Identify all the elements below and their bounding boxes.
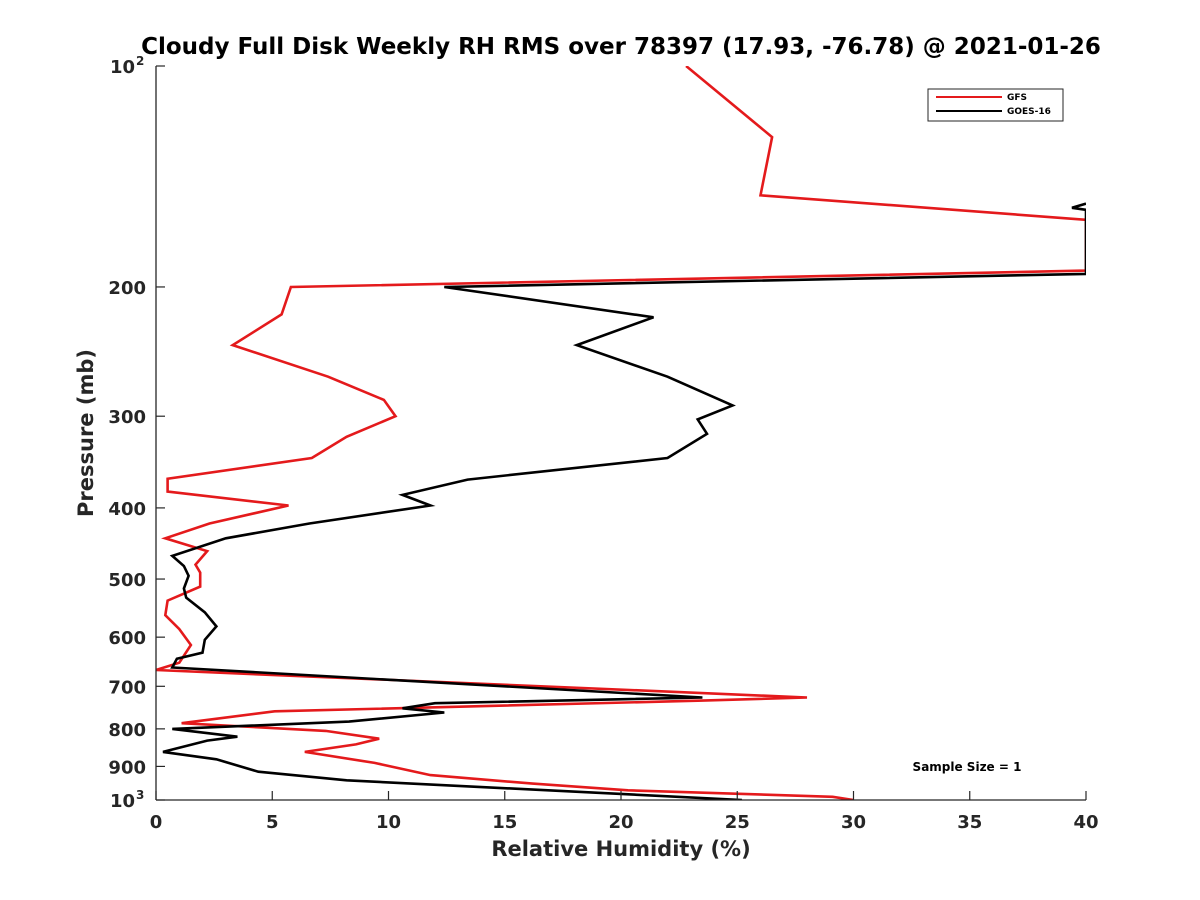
y-tick-label: 10 (110, 57, 135, 78)
y-tick-label: 300 (108, 407, 146, 428)
x-tick-label: 30 (841, 812, 866, 833)
y-tick-label-base: 700 (108, 677, 146, 698)
y-tick-label: 900 (108, 757, 146, 778)
y-tick-label-exponent: 3 (136, 788, 144, 802)
y-tick-label-base: 10 (110, 791, 135, 812)
y-tick-label-base: 10 (110, 57, 135, 78)
y-tick-label: 500 (108, 570, 146, 591)
x-tick-label: 20 (608, 812, 633, 833)
y-tick-label: 600 (108, 628, 146, 649)
y-axis-label: Pressure (mb) (74, 349, 98, 517)
x-tick-label: 25 (725, 812, 750, 833)
x-ticks: 0 5 10 15 20 25 30 35 40 (150, 791, 1099, 833)
chart-title: Cloudy Full Disk Weekly RH RMS over 7839… (141, 34, 1101, 60)
series-layer (156, 66, 1086, 800)
legend-box (927, 88, 1064, 122)
series-line-gfs (156, 66, 1086, 800)
y-tick-label: 10 (110, 791, 135, 812)
series-line-goes16 (162, 202, 1086, 800)
plot-area: 0 5 10 15 20 25 30 35 40 10 220030040050060070080… (108, 54, 1098, 833)
y-tick-label-base: 200 (108, 278, 146, 299)
y-tick-label-base: 300 (108, 407, 146, 428)
y-tick-label-base: 600 (108, 628, 146, 649)
y-tick-label-exponent: 2 (136, 54, 144, 68)
y-tick-label: 200 (108, 278, 146, 299)
x-tick-label: 15 (492, 812, 517, 833)
y-tick-label-base: 400 (108, 499, 146, 520)
x-tick-label: 10 (376, 812, 401, 833)
x-tick-label: 35 (957, 812, 982, 833)
x-tick-label: 40 (1073, 812, 1098, 833)
x-tick-label: 0 (150, 812, 163, 833)
legend-label-gfs: GFS (1007, 93, 1027, 103)
y-tick-label: 700 (108, 677, 146, 698)
x-axis-label: Relative Humidity (%) (491, 837, 750, 861)
y-tick-label-base: 900 (108, 757, 146, 778)
y-tick-label-base: 800 (108, 720, 146, 741)
legend-label-goes16: GOES-16 (1007, 107, 1051, 117)
legend: GFS GOES-16 (927, 88, 1064, 122)
y-tick-label: 800 (108, 720, 146, 741)
x-tick-label: 5 (266, 812, 279, 833)
y-tick-label: 400 (108, 499, 146, 520)
sample-size-annotation: Sample Size = 1 (913, 760, 1022, 774)
y-tick-label-base: 500 (108, 570, 146, 591)
